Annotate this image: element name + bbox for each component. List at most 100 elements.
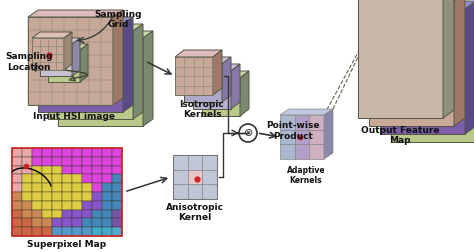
Polygon shape bbox=[32, 38, 64, 70]
Polygon shape bbox=[175, 57, 213, 95]
Text: Adaptive
Kernels: Adaptive Kernels bbox=[287, 166, 325, 185]
Polygon shape bbox=[369, 1, 454, 126]
Polygon shape bbox=[82, 218, 92, 227]
Polygon shape bbox=[102, 218, 112, 227]
Bar bbox=[173, 155, 217, 199]
Polygon shape bbox=[42, 183, 52, 192]
Polygon shape bbox=[62, 201, 72, 210]
Polygon shape bbox=[12, 157, 22, 166]
Polygon shape bbox=[52, 201, 62, 210]
Polygon shape bbox=[240, 71, 249, 116]
Polygon shape bbox=[202, 155, 217, 170]
Polygon shape bbox=[12, 201, 22, 210]
Polygon shape bbox=[32, 227, 42, 236]
Polygon shape bbox=[82, 148, 92, 157]
Polygon shape bbox=[72, 174, 82, 183]
Polygon shape bbox=[52, 227, 62, 236]
Polygon shape bbox=[92, 192, 102, 201]
Polygon shape bbox=[62, 218, 72, 227]
Circle shape bbox=[239, 124, 257, 142]
Polygon shape bbox=[42, 166, 52, 174]
Polygon shape bbox=[92, 183, 102, 192]
Polygon shape bbox=[12, 227, 22, 236]
Polygon shape bbox=[22, 174, 32, 183]
Polygon shape bbox=[72, 227, 82, 236]
Polygon shape bbox=[102, 227, 112, 236]
Polygon shape bbox=[102, 157, 112, 166]
Bar bbox=[12, 148, 122, 236]
Text: Sampling
Grid: Sampling Grid bbox=[94, 10, 142, 29]
Polygon shape bbox=[112, 148, 122, 157]
Text: Superpixel Map: Superpixel Map bbox=[27, 240, 107, 249]
Polygon shape bbox=[28, 10, 123, 17]
Polygon shape bbox=[42, 192, 52, 201]
Polygon shape bbox=[102, 192, 112, 201]
Polygon shape bbox=[32, 192, 42, 201]
Polygon shape bbox=[42, 227, 52, 236]
Text: $\otimes$: $\otimes$ bbox=[243, 128, 253, 139]
Polygon shape bbox=[42, 174, 52, 183]
Polygon shape bbox=[358, 0, 443, 118]
Polygon shape bbox=[22, 192, 32, 201]
Polygon shape bbox=[72, 218, 82, 227]
Polygon shape bbox=[92, 201, 102, 210]
Polygon shape bbox=[92, 148, 102, 157]
Polygon shape bbox=[295, 144, 310, 159]
Polygon shape bbox=[112, 218, 122, 227]
Polygon shape bbox=[62, 227, 72, 236]
Polygon shape bbox=[380, 9, 465, 134]
Polygon shape bbox=[310, 130, 324, 144]
Polygon shape bbox=[184, 64, 222, 102]
Polygon shape bbox=[82, 227, 92, 236]
Polygon shape bbox=[92, 227, 102, 236]
Polygon shape bbox=[28, 17, 113, 105]
Polygon shape bbox=[82, 192, 92, 201]
Text: Isotropic
Kernels: Isotropic Kernels bbox=[180, 100, 224, 119]
Polygon shape bbox=[12, 192, 22, 201]
Polygon shape bbox=[82, 201, 92, 210]
Polygon shape bbox=[22, 218, 32, 227]
Polygon shape bbox=[58, 38, 143, 126]
Text: Anisotropic
Kernel: Anisotropic Kernel bbox=[166, 203, 224, 223]
Polygon shape bbox=[58, 31, 153, 38]
Polygon shape bbox=[12, 210, 22, 218]
Polygon shape bbox=[231, 64, 240, 109]
Polygon shape bbox=[112, 166, 122, 174]
Polygon shape bbox=[52, 183, 62, 192]
Polygon shape bbox=[82, 183, 92, 192]
Text: Sampling
Location: Sampling Location bbox=[5, 52, 53, 72]
Polygon shape bbox=[102, 210, 112, 218]
Polygon shape bbox=[280, 109, 333, 115]
Polygon shape bbox=[188, 170, 202, 184]
Polygon shape bbox=[42, 157, 52, 166]
Polygon shape bbox=[12, 148, 22, 157]
Polygon shape bbox=[193, 64, 240, 71]
Polygon shape bbox=[48, 24, 143, 31]
Polygon shape bbox=[72, 210, 82, 218]
Text: Input HSI image: Input HSI image bbox=[33, 112, 115, 121]
Polygon shape bbox=[72, 192, 82, 201]
Polygon shape bbox=[22, 227, 32, 236]
Polygon shape bbox=[454, 0, 465, 126]
Polygon shape bbox=[202, 170, 217, 184]
Polygon shape bbox=[32, 183, 42, 192]
Polygon shape bbox=[40, 38, 80, 44]
Polygon shape bbox=[32, 148, 42, 157]
Polygon shape bbox=[32, 218, 42, 227]
Polygon shape bbox=[22, 210, 32, 218]
Polygon shape bbox=[40, 44, 72, 76]
Polygon shape bbox=[92, 210, 102, 218]
Polygon shape bbox=[72, 38, 80, 76]
Polygon shape bbox=[32, 166, 42, 174]
Polygon shape bbox=[113, 10, 123, 105]
Polygon shape bbox=[188, 155, 202, 170]
Polygon shape bbox=[222, 57, 231, 102]
Polygon shape bbox=[202, 78, 240, 116]
Polygon shape bbox=[42, 201, 52, 210]
Polygon shape bbox=[82, 157, 92, 166]
Polygon shape bbox=[143, 31, 153, 126]
Polygon shape bbox=[391, 17, 474, 142]
Polygon shape bbox=[102, 174, 112, 183]
Polygon shape bbox=[48, 31, 133, 119]
Polygon shape bbox=[380, 1, 474, 9]
